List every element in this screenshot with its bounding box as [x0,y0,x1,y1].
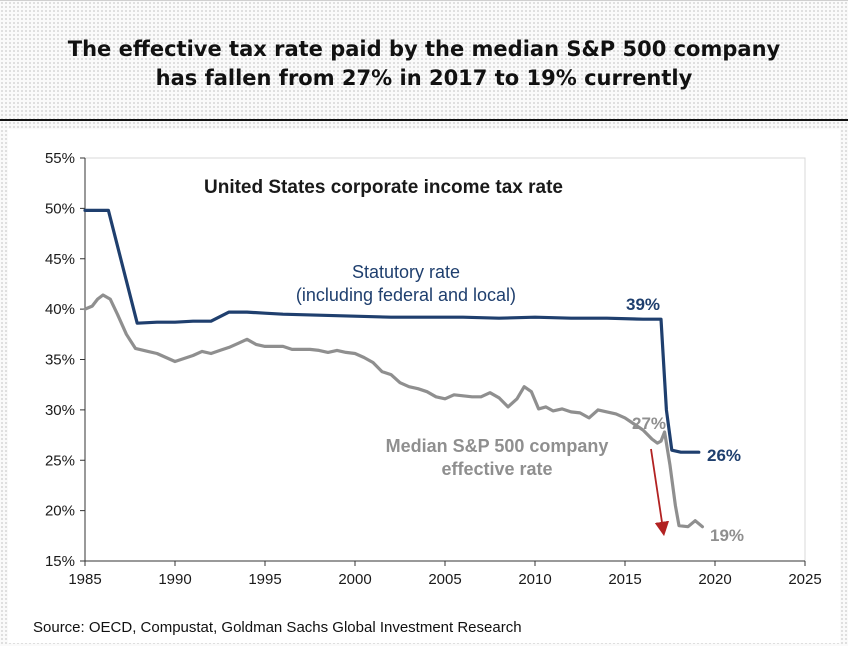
header-banner: The effective tax rate paid by the media… [0,0,848,120]
statutory-rate-line [83,208,701,454]
chart-panel: 15% 20% 25% 30% 35% 40% 45% 50% 55% 1985 1990 1995 2… [0,121,848,646]
y-tick-label: 25% [45,452,75,469]
annotation-statutory-26: 26% [707,446,741,465]
annotation-median-19: 19% [710,526,744,545]
x-tick-label: 2000 [338,571,371,588]
x-tick-label: 2010 [518,571,551,588]
y-tick-label: 20% [45,503,75,520]
median-rate-sublabel: effective rate [441,459,552,479]
x-tick-label: 1990 [158,571,191,588]
x-tick-label: 2020 [698,571,731,588]
y-tick-label: 30% [45,402,75,419]
y-tick-label: 15% [45,553,75,570]
headline-line-2: has fallen from 27% in 2017 to 19% curre… [155,66,693,90]
x-tick-label: 1985 [68,571,101,588]
chart-title: United States corporate income tax rate [204,177,563,198]
statutory-rate-label: Statutory rate [352,262,460,282]
y-tick-label: 50% [45,200,75,217]
tax-rate-line-chart: 15% 20% 25% 30% 35% 40% 45% 50% 55% 1985 1990 1995 2… [45,150,822,588]
y-tick-label: 55% [45,150,75,167]
x-tick-label: 1995 [248,571,281,588]
headline-line-1: The effective tax rate paid by the media… [67,37,781,61]
x-tick-label: 2025 [788,571,821,588]
annotation-statutory-39: 39% [626,295,660,314]
y-tick-label: 40% [45,301,75,318]
y-tick-label: 35% [45,352,75,369]
header-divider [0,119,848,121]
y-tick-label: 45% [45,251,75,268]
source-note: Source: OECD, Compustat, Goldman Sachs G… [33,619,522,636]
x-tick-label: 2005 [428,571,461,588]
annotation-median-27: 27% [632,414,666,433]
decline-arrow [650,448,670,537]
statutory-rate-sublabel: (including federal and local) [296,285,516,305]
chart-card: 15% 20% 25% 30% 35% 40% 45% 50% 55% 1985 1990 1995 2… [8,129,840,643]
plot-frame [84,157,806,562]
median-effective-rate-line [83,293,704,529]
median-rate-label: Median S&P 500 company [386,436,609,456]
headline: The effective tax rate paid by the media… [20,35,828,93]
x-tick-label: 2015 [608,571,641,588]
